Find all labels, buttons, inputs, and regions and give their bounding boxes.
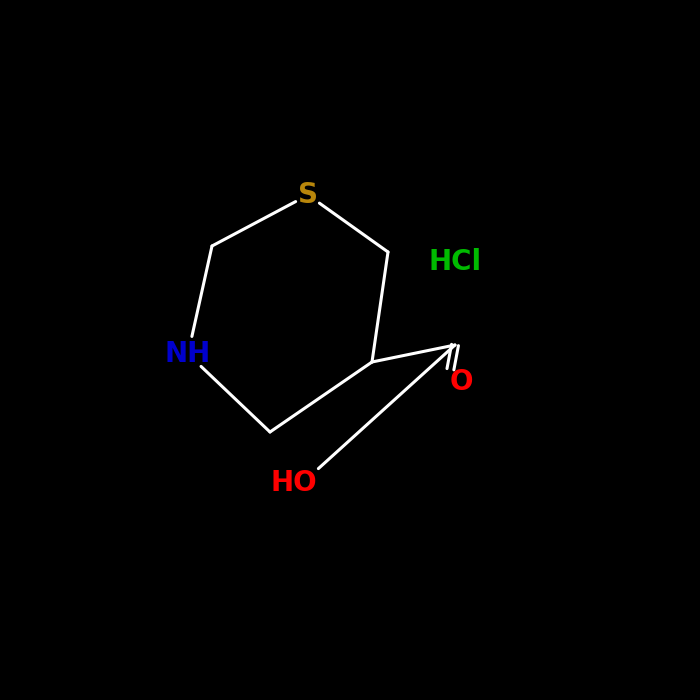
Text: S: S: [298, 181, 318, 209]
Text: NH: NH: [165, 340, 211, 368]
Text: HO: HO: [271, 469, 317, 497]
Text: HCl: HCl: [428, 248, 482, 276]
Text: O: O: [449, 368, 473, 396]
